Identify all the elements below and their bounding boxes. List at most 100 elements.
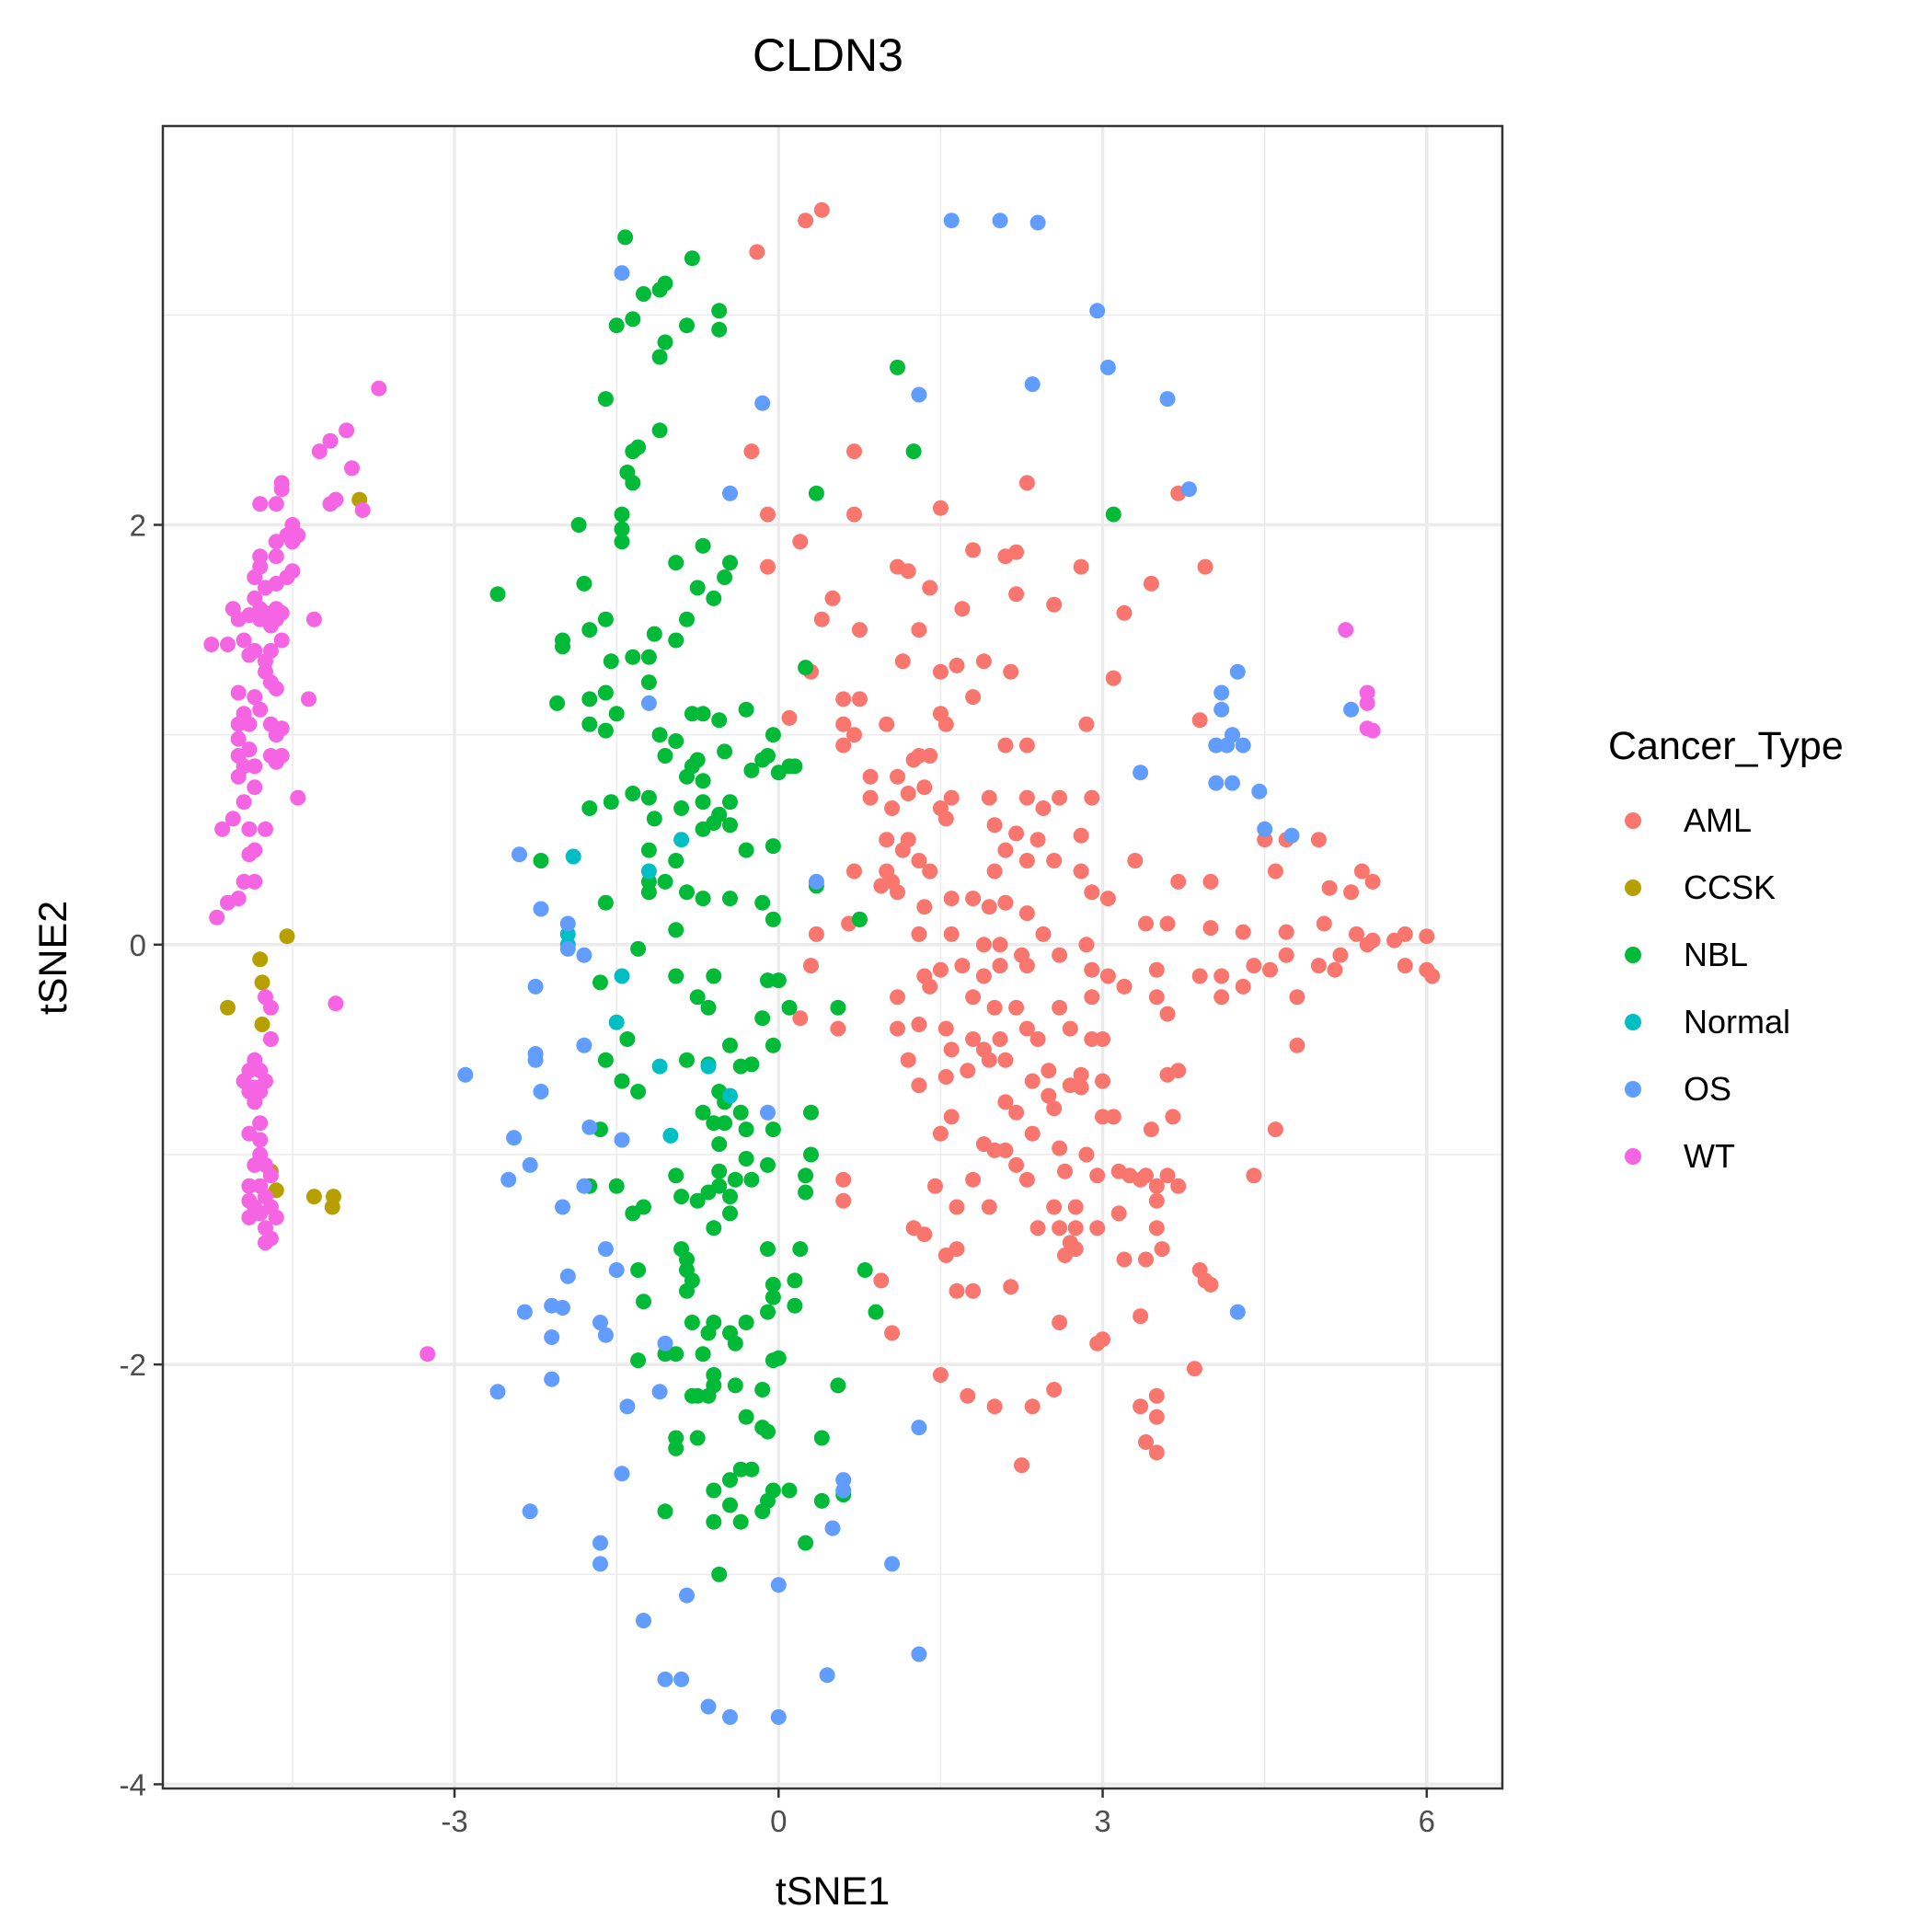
point-nbl [760, 1241, 776, 1258]
point-nbl [614, 1073, 630, 1089]
y-tick-label: -4 [120, 1767, 146, 1801]
point-nbl [711, 712, 728, 729]
point-nbl [727, 1335, 743, 1351]
point-aml [873, 878, 890, 894]
point-os [808, 873, 824, 890]
point-os [1251, 783, 1268, 799]
point-aml [890, 884, 905, 901]
point-os [911, 1646, 927, 1662]
point-nbl [765, 911, 781, 927]
point-os [457, 1066, 474, 1083]
point-nbl [689, 1430, 706, 1446]
point-normal [722, 1087, 738, 1104]
point-aml [900, 1052, 916, 1068]
point-aml [884, 1325, 901, 1341]
point-nbl [555, 638, 570, 655]
point-nbl [706, 1220, 722, 1236]
legend-key-ccsk [1625, 880, 1641, 896]
legend-key-normal [1625, 1014, 1641, 1030]
point-aml [813, 201, 830, 218]
point-aml [981, 789, 997, 806]
point-os [1283, 827, 1300, 844]
point-wt [311, 443, 328, 460]
point-aml [1386, 932, 1403, 949]
point-nbl [617, 229, 634, 246]
point-os [943, 213, 960, 229]
point-aml [1105, 1109, 1121, 1125]
point-aml [1170, 1178, 1187, 1194]
point-aml [1073, 1066, 1089, 1083]
point-aml [1052, 1220, 1068, 1236]
point-aml [1024, 1073, 1041, 1089]
point-aml [1235, 924, 1251, 940]
point-os [527, 1052, 544, 1068]
point-aml [1148, 1409, 1165, 1425]
point-aml [943, 789, 960, 806]
point-aml [835, 737, 852, 753]
point-ccsk [305, 1189, 322, 1205]
point-aml [890, 1020, 905, 1037]
point-nbl [717, 743, 733, 760]
point-os [1133, 765, 1149, 781]
point-os [614, 1132, 630, 1148]
point-aml [1067, 1220, 1084, 1236]
legend-key-wt [1625, 1148, 1641, 1165]
point-aml [992, 958, 1008, 974]
point-nbl [760, 1423, 776, 1440]
point-wt [273, 481, 290, 498]
point-aml [1073, 863, 1089, 880]
point-wt [203, 637, 220, 652]
point-nbl [722, 1472, 738, 1489]
point-aml [1084, 989, 1100, 1006]
point-wt [262, 1167, 279, 1184]
point-os [516, 1304, 533, 1320]
point-aml [1008, 1104, 1025, 1121]
point-aml [975, 968, 992, 984]
point-nbl [657, 334, 673, 351]
point-nbl [695, 1346, 711, 1363]
point-aml [1029, 832, 1046, 848]
point-nbl [636, 1294, 651, 1310]
point-nbl [738, 1121, 754, 1138]
point-wt [268, 548, 284, 565]
point-aml [943, 926, 960, 942]
point-nbl [700, 1184, 717, 1201]
point-aml [1099, 891, 1116, 907]
point-aml [890, 768, 905, 785]
point-aml [965, 891, 982, 907]
point-aml [927, 1178, 943, 1194]
point-aml [922, 978, 938, 995]
point-nbl [651, 727, 668, 743]
point-aml [975, 937, 992, 953]
point-aml [1078, 716, 1095, 732]
point-aml [1262, 961, 1278, 978]
point-nbl [711, 1566, 728, 1582]
point-aml [965, 1031, 982, 1047]
point-wt [268, 753, 284, 770]
point-aml [932, 1125, 949, 1142]
point-aml [1052, 1315, 1068, 1330]
point-nbl [695, 794, 711, 811]
point-nbl [646, 811, 662, 827]
point-aml [965, 1282, 982, 1299]
point-nbl [787, 1297, 803, 1314]
point-aml [1003, 663, 1019, 680]
point-nbl [765, 1289, 781, 1305]
point-wt [354, 502, 371, 518]
point-aml [1321, 880, 1338, 896]
grid-lines [163, 126, 1502, 1788]
point-wt [230, 730, 247, 747]
y-axis-title: tSNE2 [31, 901, 75, 1015]
point-aml [1029, 1220, 1046, 1236]
point-nbl [830, 999, 846, 1016]
y-tick-label: 2 [130, 508, 146, 542]
point-aml [1003, 1279, 1019, 1295]
point-nbl [813, 1430, 830, 1446]
point-aml [851, 691, 868, 707]
point-aml [1046, 1382, 1063, 1397]
point-aml [1008, 544, 1025, 560]
point-aml [1246, 958, 1262, 974]
point-aml [1148, 1178, 1165, 1194]
point-os [555, 1199, 570, 1215]
point-os [1159, 391, 1176, 408]
